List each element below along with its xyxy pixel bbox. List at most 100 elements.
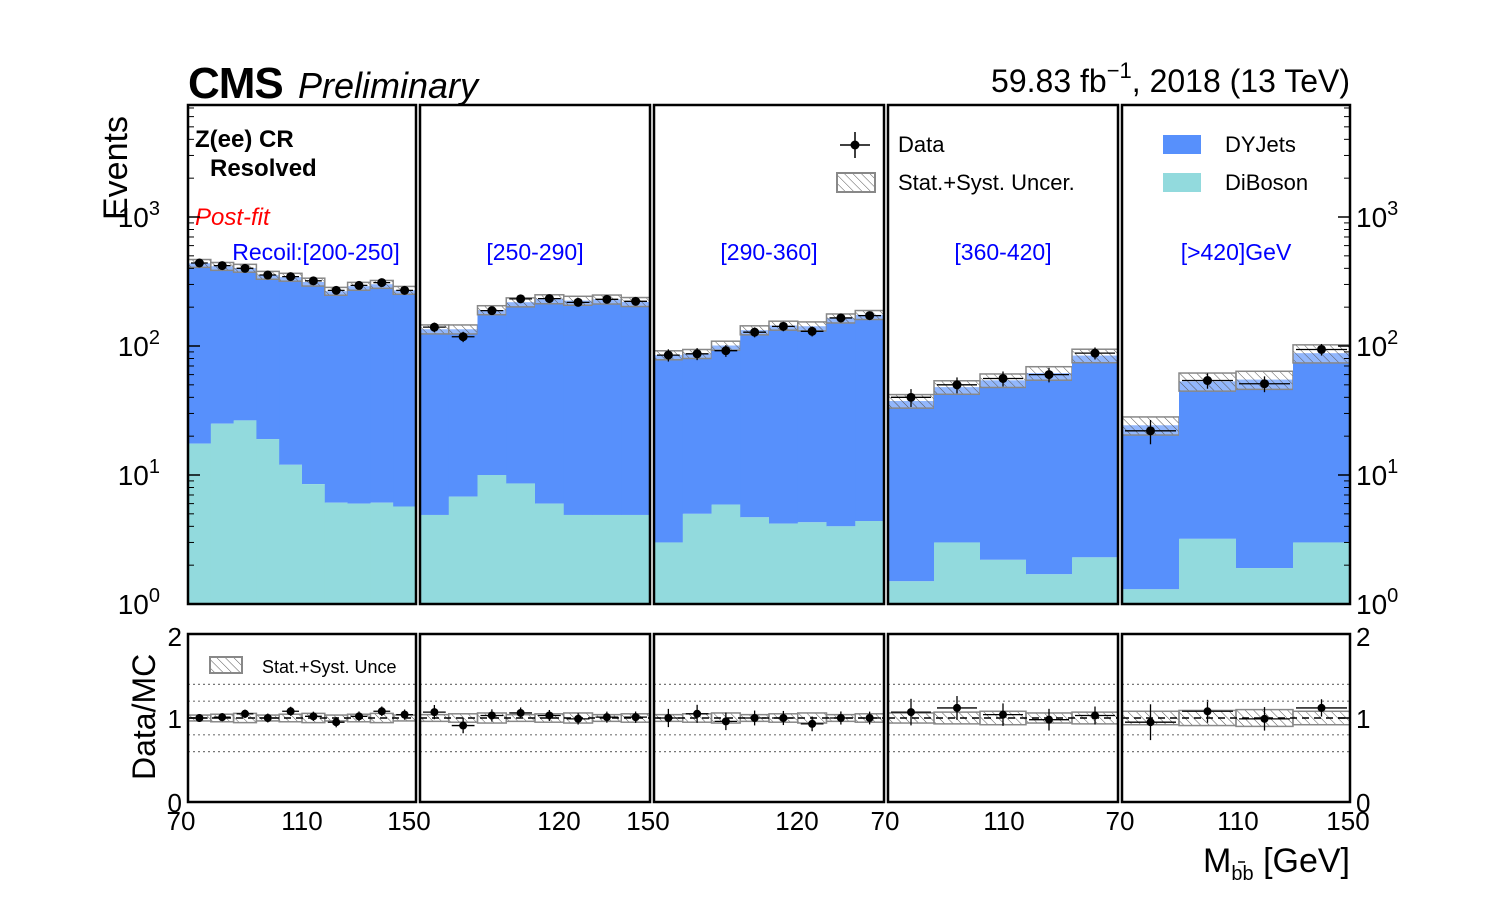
dyjets-bar [1072, 355, 1118, 558]
ratio-point [263, 714, 272, 722]
panel-1: Recoil:[200-250] [187, 239, 417, 753]
panel-3: [290-360] [653, 239, 885, 753]
ratio-point [907, 708, 915, 717]
dyjets-bar [563, 300, 593, 515]
data-point [573, 297, 583, 307]
ratio-point [631, 713, 640, 722]
data-point [308, 276, 318, 286]
data-point [998, 373, 1008, 383]
diboson-bar [682, 513, 712, 604]
ratio-point [516, 708, 525, 717]
ratio-point [430, 708, 439, 717]
diboson-bar [888, 581, 935, 604]
y-tick-label: 100 [1356, 585, 1398, 620]
recoil-bin-label: [290-360] [720, 239, 817, 265]
ratio-point [218, 713, 227, 722]
x-tick-label: 110 [983, 806, 1024, 836]
data-point [286, 272, 296, 282]
ratio-panel-frame [418, 632, 652, 804]
ratio-point [865, 714, 874, 722]
dyjets-bar [740, 330, 770, 518]
data-point [240, 263, 250, 273]
ratio-tick-label: 2 [1356, 622, 1370, 652]
ratio-point [1317, 703, 1326, 712]
diboson-bar [420, 514, 450, 604]
diboson-bar [1026, 574, 1073, 604]
diboson-bar [855, 520, 884, 604]
ratio-point [332, 718, 341, 727]
ratio-point [1203, 707, 1212, 716]
data-point [721, 346, 731, 356]
dyjets-bar [233, 268, 257, 421]
y-axis-label-ratio: Data/MC [126, 654, 162, 780]
diboson-bar [210, 423, 235, 604]
legend-uncertainty-swatch [836, 172, 876, 193]
diboson-bar [740, 517, 770, 604]
legend-data-marker [840, 132, 870, 158]
legend-diboson-label: DiBoson [1225, 170, 1308, 195]
data-point [331, 285, 341, 295]
diboson-bar [535, 503, 565, 604]
dyjets-bar [370, 284, 394, 503]
ratio-tick-label: 0 [168, 788, 182, 818]
recoil-bin-label: [>420]GeV [1181, 239, 1292, 265]
diboson-bar [1179, 538, 1237, 604]
data-point [487, 306, 497, 316]
main-panel-frame [418, 103, 652, 606]
ratio-tick-label: 1 [1356, 704, 1370, 734]
y-tick-label: 100 [118, 585, 160, 620]
ratio-point [1146, 718, 1155, 727]
data-point [1044, 370, 1054, 380]
region-sublabel: Resolved [210, 155, 317, 182]
data-point [631, 296, 641, 306]
legend-data-label: Data [898, 132, 945, 157]
data-point [429, 322, 439, 332]
ratio-point [241, 709, 249, 718]
ratio-panel-frame [652, 632, 886, 804]
y-tick-label: 103 [118, 198, 160, 233]
data-point [1203, 376, 1212, 386]
data-point [516, 294, 526, 304]
ratio-point [574, 714, 583, 723]
ratio-point [693, 709, 702, 718]
diboson-bar [279, 464, 303, 604]
ratio-point [377, 707, 386, 716]
diboson-bar [563, 514, 593, 604]
dyjets-bar [980, 380, 1027, 560]
data-point [1146, 426, 1155, 436]
data-point [602, 294, 612, 304]
y-tick-label: 102 [1356, 327, 1398, 362]
panel-5: [>420]GeV [1121, 239, 1351, 753]
diboson-bar [826, 526, 856, 604]
diboson-bar [769, 523, 799, 604]
dyjets-bar [855, 314, 884, 521]
y-tick-label: 101 [1356, 456, 1398, 491]
ratio-point [779, 714, 788, 722]
legend-diboson-swatch [1163, 173, 1201, 192]
diboson-bar [1072, 557, 1118, 604]
ratio-point [1045, 715, 1053, 724]
dyjets-bar [1293, 353, 1350, 543]
main-panel-frame [1120, 103, 1352, 606]
luminosity-label: 59.83 fb−1, 2018 (13 TeV) [991, 58, 1350, 99]
x-tick-label: 120 [537, 806, 580, 836]
data-point [1090, 348, 1100, 358]
diboson-bar [477, 475, 507, 604]
main-panel-frame [886, 103, 1120, 606]
x-tick-label: 150 [1326, 806, 1369, 836]
dyjets-bar [302, 281, 326, 485]
dyjets-bar [477, 310, 507, 475]
panel-stack [188, 258, 416, 604]
ratio-point [999, 710, 1007, 719]
ratio-point [721, 717, 730, 726]
ratio-point [1260, 714, 1269, 723]
ratio-tick-label: 1 [168, 704, 182, 734]
ratio-point [808, 719, 817, 728]
dyjets-bar [324, 291, 349, 503]
y-tick-label: 103 [1356, 198, 1398, 233]
x-tick-label: 110 [1217, 806, 1258, 836]
diboson-bar [934, 542, 981, 604]
recoil-bin-label: [360-420] [954, 239, 1051, 265]
diboson-bar [370, 502, 394, 604]
